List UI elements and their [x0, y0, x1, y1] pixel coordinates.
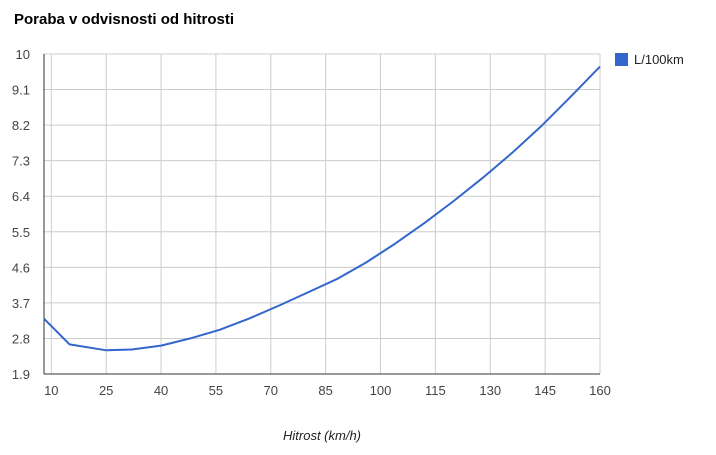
series-line: [43, 65, 601, 352]
grid-lines: [44, 53, 601, 374]
legend-label: L/100km: [634, 52, 684, 67]
legend-swatch: [615, 53, 628, 66]
series-lines: [43, 65, 601, 352]
x-tick-label: 100: [370, 383, 392, 398]
chart-title: Poraba v odvisnosti od hitrosti: [14, 11, 235, 28]
axes: [43, 54, 600, 375]
x-tick-label: 115: [425, 383, 446, 398]
x-tick-label: 70: [264, 383, 278, 398]
y-tick-label: 7.3: [12, 154, 30, 169]
y-tick-label: 9.1: [12, 83, 30, 98]
x-tick-label: 160: [589, 383, 611, 398]
y-tick-label: 8.2: [12, 118, 30, 133]
legend: L/100km: [615, 52, 684, 67]
y-tick-label: 1.9: [12, 367, 30, 382]
y-tick-label: 5.5: [12, 225, 30, 240]
x-tick-labels: 10 25 40 55 70 85 100 115 130 145 160: [44, 383, 611, 398]
x-tick-label: 85: [318, 383, 332, 398]
x-tick-label: 25: [99, 383, 113, 398]
x-tick-label: 55: [209, 383, 223, 398]
x-axis-label: Hitrost (km/h): [283, 428, 361, 443]
x-tick-label: 40: [154, 383, 168, 398]
y-tick-label: 2.8: [12, 331, 30, 346]
y-tick-label: 4.6: [12, 260, 30, 275]
x-tick-label: 145: [534, 383, 556, 398]
y-tick-label: 3.7: [12, 296, 30, 311]
y-tick-label: 6.4: [12, 189, 30, 204]
y-tick-labels: 1.9 2.8 3.7 4.6 5.5 6.4 7.3 8.2 9.1 10: [12, 47, 30, 382]
x-tick-label: 130: [479, 383, 501, 398]
x-tick-label: 10: [44, 383, 58, 398]
y-tick-label: 10: [16, 47, 30, 62]
